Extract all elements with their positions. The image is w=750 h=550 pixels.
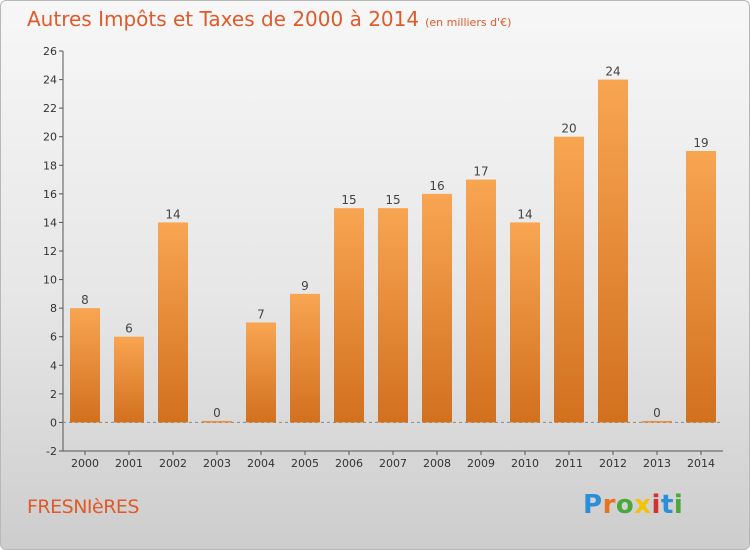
commune-name: FRESNIèRES bbox=[27, 496, 139, 518]
x-tick-label: 2013 bbox=[643, 457, 671, 470]
chart-title-text: Autres Impôts et Taxes de 2000 à 2014 bbox=[27, 7, 420, 31]
bar-2002 bbox=[158, 222, 188, 423]
bar-2007 bbox=[378, 208, 408, 423]
proxiti-logo[interactable]: Proxiti bbox=[583, 490, 683, 520]
bar-2009 bbox=[466, 179, 496, 423]
data-label-2002: 14 bbox=[165, 207, 180, 221]
y-tick-label: -2 bbox=[46, 445, 57, 458]
x-tick-label: 2000 bbox=[71, 457, 99, 470]
x-tick-label: 2002 bbox=[159, 457, 187, 470]
bar-2000 bbox=[70, 308, 100, 423]
y-tick-label: 24 bbox=[43, 74, 57, 87]
data-label-2004: 7 bbox=[257, 307, 265, 321]
y-tick-label: 22 bbox=[43, 102, 57, 115]
data-label-2003: 0 bbox=[213, 406, 221, 420]
data-label-2000: 8 bbox=[81, 293, 89, 307]
y-tick-label: 16 bbox=[43, 188, 57, 201]
bar-2005 bbox=[290, 293, 320, 423]
x-tick-label: 2007 bbox=[379, 457, 407, 470]
x-tick-label: 2004 bbox=[247, 457, 275, 470]
y-tick-label: 20 bbox=[43, 131, 57, 144]
logo-letter: t bbox=[660, 490, 674, 520]
x-tick-label: 2012 bbox=[599, 457, 627, 470]
data-label-2005: 9 bbox=[301, 279, 309, 293]
bar-2006 bbox=[334, 208, 364, 423]
data-label-2012: 24 bbox=[605, 65, 620, 79]
y-tick-label: 2 bbox=[50, 388, 57, 401]
chart-bars bbox=[70, 79, 716, 423]
logo-letter: x bbox=[634, 490, 652, 520]
x-tick-label: 2014 bbox=[687, 457, 715, 470]
chart-title: Autres Impôts et Taxes de 2000 à 2014 (en… bbox=[27, 7, 511, 31]
bar-2010 bbox=[510, 222, 540, 423]
x-tick-label: 2009 bbox=[467, 457, 495, 470]
data-label-2011: 20 bbox=[561, 122, 576, 136]
x-tick-label: 2011 bbox=[555, 457, 583, 470]
y-tick-label: 12 bbox=[43, 245, 57, 258]
bar-2004 bbox=[246, 322, 276, 423]
logo-letter: r bbox=[602, 490, 616, 520]
y-tick-label: 4 bbox=[50, 359, 57, 372]
y-tick-label: 14 bbox=[43, 216, 57, 229]
y-tick-label: 10 bbox=[43, 274, 57, 287]
x-tick-label: 2010 bbox=[511, 457, 539, 470]
chart-labels: 8 6 14 0 7 9 15 15 16 17 14 20 24 0 19 bbox=[81, 65, 708, 420]
data-label-2010: 14 bbox=[517, 207, 532, 221]
data-label-2008: 16 bbox=[429, 179, 444, 193]
x-tick-label: 2001 bbox=[115, 457, 143, 470]
bar-2003 bbox=[202, 420, 232, 423]
x-tick-label: 2008 bbox=[423, 457, 451, 470]
bar-2013 bbox=[642, 420, 672, 423]
data-label-2013: 0 bbox=[653, 406, 661, 420]
logo-letter: P bbox=[583, 490, 603, 520]
data-label-2014: 19 bbox=[693, 136, 708, 150]
logo-letter: o bbox=[615, 490, 635, 520]
y-tick-label: 8 bbox=[50, 302, 57, 315]
bar-2008 bbox=[422, 193, 452, 423]
data-label-2001: 6 bbox=[125, 322, 133, 336]
bar-2011 bbox=[554, 136, 584, 423]
y-tick-label: 6 bbox=[50, 331, 57, 344]
bar-2001 bbox=[114, 336, 144, 423]
y-tick-label: 26 bbox=[43, 45, 57, 58]
y-tick-label: 18 bbox=[43, 159, 57, 172]
bar-2012 bbox=[598, 79, 628, 423]
y-tick-label: 0 bbox=[50, 416, 57, 429]
logo-letter: i bbox=[651, 490, 661, 520]
x-tick-label: 2003 bbox=[203, 457, 231, 470]
chart-subtitle: (en milliers d'€) bbox=[425, 16, 512, 29]
data-label-2007: 15 bbox=[385, 193, 400, 207]
x-tick-label: 2005 bbox=[291, 457, 319, 470]
bar-2014 bbox=[686, 151, 716, 423]
data-label-2006: 15 bbox=[341, 193, 356, 207]
data-label-2009: 17 bbox=[473, 165, 488, 179]
logo-letter: i bbox=[673, 490, 684, 520]
x-tick-label: 2006 bbox=[335, 457, 363, 470]
